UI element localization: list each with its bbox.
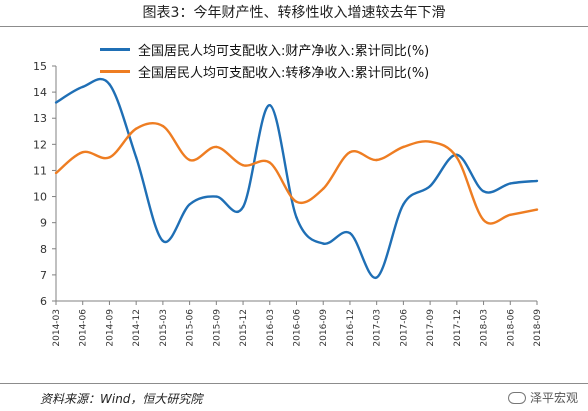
x-tick-label: 2014-03 bbox=[52, 309, 62, 347]
data-point-series2 bbox=[482, 218, 485, 222]
x-tick-label: 2014-12 bbox=[132, 309, 142, 347]
data-point-series1 bbox=[535, 179, 539, 183]
data-point-series2 bbox=[295, 200, 298, 203]
data-point-series2 bbox=[509, 213, 512, 217]
data-point-series2 bbox=[161, 124, 165, 128]
source-note: 资料来源：Wind，恒大研究院 bbox=[40, 392, 203, 406]
chart-title: 图表3：今年财产性、转移性收入增速较去年下滑 bbox=[0, 0, 588, 27]
y-tick-label: 15 bbox=[33, 60, 47, 73]
legend-swatch-series2 bbox=[100, 69, 130, 73]
legend-item-series1: 全国居民人均可支配收入:财产净收入:累计同比(%) bbox=[100, 38, 429, 60]
x-tick-label: 2015-06 bbox=[186, 309, 196, 347]
data-point-series1 bbox=[428, 184, 432, 188]
y-tick-label: 7 bbox=[40, 269, 47, 282]
data-point-series1 bbox=[482, 190, 485, 193]
data-point-series1 bbox=[375, 276, 378, 279]
x-tick-label: 2017-12 bbox=[453, 309, 463, 347]
data-point-series2 bbox=[215, 145, 218, 149]
y-tick-label: 13 bbox=[33, 112, 47, 125]
data-point-series2 bbox=[81, 150, 84, 154]
x-tick-label: 2015-09 bbox=[212, 309, 222, 347]
data-point-series2 bbox=[428, 140, 432, 143]
legend: 全国居民人均可支配收入:财产净收入:累计同比(%) 全国居民人均可支配收入:转移… bbox=[100, 38, 429, 82]
data-point-series1 bbox=[509, 182, 512, 185]
legend-label-series2: 全国居民人均可支配收入:转移净收入:累计同比(%) bbox=[138, 65, 430, 81]
data-point-series1 bbox=[108, 83, 111, 86]
legend-item-series2: 全国居民人均可支配收入:转移净收入:累计同比(%) bbox=[100, 60, 429, 82]
y-tick-label: 11 bbox=[33, 164, 47, 177]
x-tick-label: 2016-06 bbox=[293, 309, 303, 347]
data-point-series2 bbox=[188, 158, 191, 162]
x-tick-label: 2018-06 bbox=[506, 309, 516, 347]
source-bar: 资料来源：Wind，恒大研究院 泽平宏观 bbox=[0, 383, 588, 411]
data-point-series1 bbox=[188, 203, 191, 206]
x-tick-label: 2016-12 bbox=[346, 309, 356, 347]
x-tick-label: 2014-06 bbox=[79, 309, 89, 347]
legend-label-series1: 全国居民人均可支配收入:财产净收入:累计同比(%) bbox=[138, 43, 430, 59]
data-point-series2 bbox=[322, 187, 325, 190]
brand: 泽平宏观 bbox=[507, 389, 578, 406]
y-tick-label: 12 bbox=[33, 138, 47, 151]
x-tick-label: 2017-09 bbox=[426, 309, 436, 347]
x-tick-label: 2016-09 bbox=[319, 309, 329, 347]
data-point-series1 bbox=[348, 231, 352, 235]
data-point-series2 bbox=[108, 156, 111, 159]
y-tick-label: 8 bbox=[40, 243, 47, 256]
data-point-series1 bbox=[241, 205, 245, 209]
data-point-series1 bbox=[161, 239, 165, 243]
data-point-series1 bbox=[134, 156, 138, 159]
y-tick-label: 10 bbox=[33, 191, 47, 204]
y-tick-label: 9 bbox=[40, 217, 47, 230]
x-tick-label: 2016-03 bbox=[266, 309, 276, 347]
wechat-icon bbox=[507, 391, 526, 404]
x-tick-label: 2018-03 bbox=[480, 309, 490, 347]
data-point-series1 bbox=[215, 195, 218, 198]
data-point-series2 bbox=[134, 127, 138, 130]
data-point-series2 bbox=[455, 156, 459, 159]
data-point-series1 bbox=[268, 103, 271, 107]
data-point-series2 bbox=[54, 171, 58, 175]
data-point-series2 bbox=[241, 164, 245, 167]
brand-name: 泽平宏观 bbox=[529, 391, 578, 405]
data-point-series1 bbox=[322, 242, 325, 245]
x-tick-label: 2014-09 bbox=[105, 309, 115, 347]
data-point-series2 bbox=[348, 150, 352, 154]
y-tick-label: 14 bbox=[33, 86, 47, 99]
data-point-series2 bbox=[375, 158, 378, 162]
data-point-series1 bbox=[54, 101, 58, 104]
legend-swatch-series1 bbox=[100, 47, 130, 51]
data-point-series1 bbox=[402, 203, 405, 206]
x-tick-label: 2018-09 bbox=[533, 309, 543, 347]
series-line-2 bbox=[55, 122, 538, 225]
data-point-series1 bbox=[81, 85, 84, 89]
y-tick-label: 6 bbox=[40, 295, 47, 308]
data-point-series2 bbox=[268, 161, 271, 164]
data-point-series2 bbox=[402, 145, 405, 149]
data-point-series1 bbox=[295, 216, 298, 219]
data-point-series2 bbox=[535, 208, 539, 211]
x-tick-label: 2015-12 bbox=[239, 309, 249, 347]
x-tick-label: 2017-03 bbox=[373, 309, 383, 347]
x-tick-label: 2017-06 bbox=[399, 309, 409, 347]
x-tick-label: 2015-03 bbox=[159, 309, 169, 347]
